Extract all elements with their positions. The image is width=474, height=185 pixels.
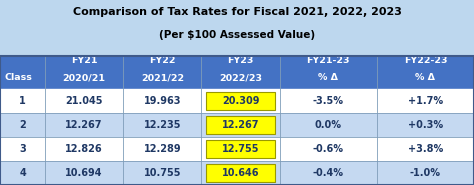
- Text: 10.646: 10.646: [222, 168, 259, 178]
- Text: 2022/23: 2022/23: [219, 73, 262, 82]
- Bar: [0, 89, 474, 113]
- Text: Class: Class: [5, 73, 33, 82]
- Bar: [0, 113, 474, 137]
- Bar: [0, 161, 474, 185]
- Text: % Δ: % Δ: [318, 73, 338, 82]
- Text: FY23: FY23: [228, 56, 254, 65]
- Bar: [206, 164, 275, 182]
- Text: +3.8%: +3.8%: [408, 144, 443, 154]
- Text: 1: 1: [19, 96, 26, 106]
- Text: 12.267: 12.267: [65, 120, 103, 130]
- Text: 2020/21: 2020/21: [63, 73, 106, 82]
- Text: 21.045: 21.045: [65, 96, 103, 106]
- Text: -0.4%: -0.4%: [313, 168, 344, 178]
- Text: 10.755: 10.755: [144, 168, 181, 178]
- Text: 20.309: 20.309: [222, 96, 259, 106]
- Text: 12.755: 12.755: [222, 144, 259, 154]
- Bar: [206, 92, 275, 110]
- Text: 4: 4: [19, 168, 26, 178]
- Text: (Per $100 Assessed Value): (Per $100 Assessed Value): [159, 30, 315, 40]
- Text: 2021/22: 2021/22: [141, 73, 184, 82]
- Text: FY21-23: FY21-23: [307, 56, 350, 65]
- Bar: [0, 137, 474, 161]
- Bar: [0, 56, 474, 89]
- Text: 2: 2: [19, 120, 26, 130]
- Text: Comparison of Tax Rates for Fiscal 2021, 2022, 2023: Comparison of Tax Rates for Fiscal 2021,…: [73, 7, 401, 17]
- Text: +1.7%: +1.7%: [408, 96, 443, 106]
- Text: 0.0%: 0.0%: [315, 120, 342, 130]
- Text: -1.0%: -1.0%: [410, 168, 441, 178]
- Text: % Δ: % Δ: [415, 73, 436, 82]
- Text: FY22-23: FY22-23: [404, 56, 447, 65]
- Text: 3: 3: [19, 144, 26, 154]
- Text: 12.235: 12.235: [144, 120, 181, 130]
- Text: 10.694: 10.694: [65, 168, 103, 178]
- Text: +0.3%: +0.3%: [408, 120, 443, 130]
- Bar: [206, 140, 275, 158]
- Text: -0.6%: -0.6%: [313, 144, 344, 154]
- Text: 19.963: 19.963: [144, 96, 181, 106]
- Text: FY21: FY21: [71, 56, 97, 65]
- Text: -3.5%: -3.5%: [313, 96, 344, 106]
- Text: 12.289: 12.289: [144, 144, 181, 154]
- Bar: [206, 116, 275, 134]
- Text: 12.826: 12.826: [65, 144, 103, 154]
- Text: FY22: FY22: [149, 56, 175, 65]
- Text: 12.267: 12.267: [222, 120, 259, 130]
- Bar: [0, 56, 474, 185]
